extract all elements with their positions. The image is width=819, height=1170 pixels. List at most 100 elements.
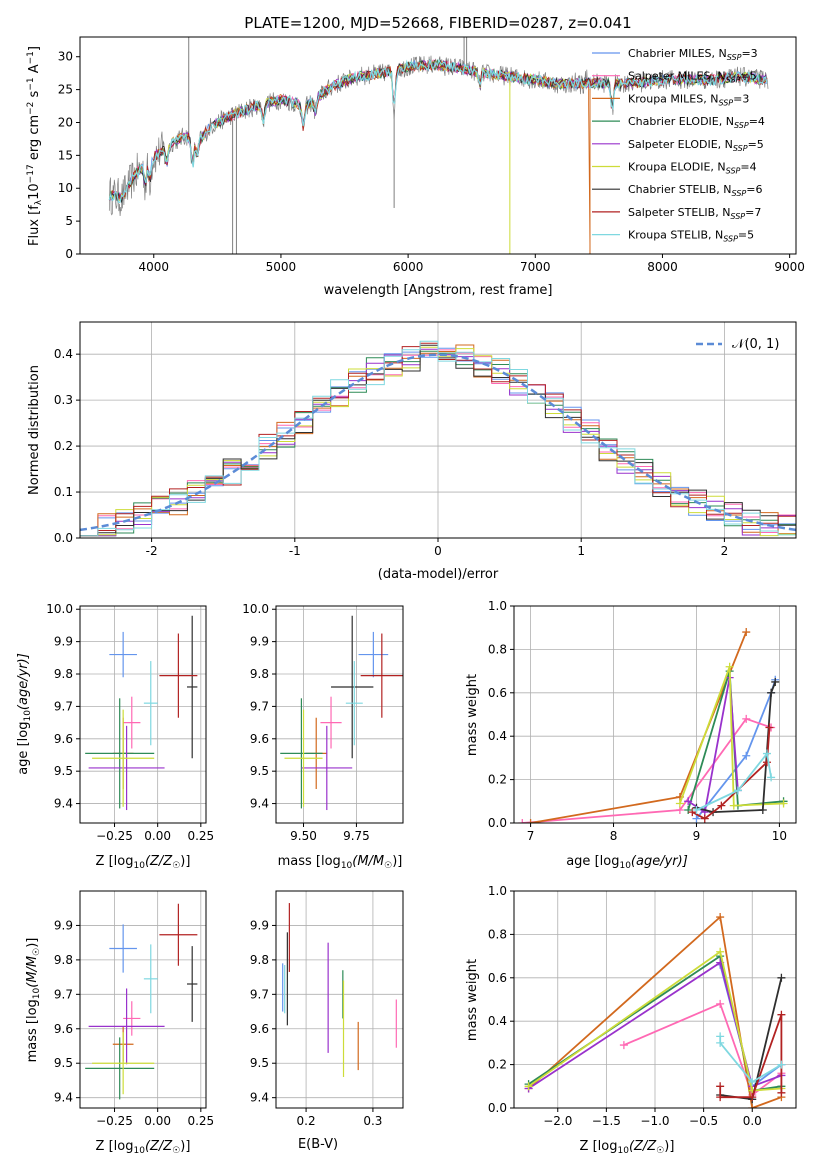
legend-label: Kroupa ELODIE, NSSP=4 — [628, 161, 757, 176]
x-tick-label: 0.00 — [144, 1114, 171, 1128]
legend-label: Salpeter STELIB, NSSP=7 — [628, 206, 761, 221]
ebv-panel: 0.2 0.3 9.4 9.5 9.6 9.7 9.8 9.9 E(B-V) — [250, 890, 404, 1152]
spectrum-legend: Chabrier MILES, NSSP=3 Salpeter MILES, NS… — [592, 47, 765, 244]
y-tick-label: 9.5 — [250, 764, 269, 778]
y-tick-label: 0.0 — [488, 816, 507, 830]
x-tick-label: 0.2 — [297, 1114, 316, 1128]
mass-weight-marker — [777, 1010, 786, 1019]
y-tick-label: 9.6 — [250, 1022, 269, 1036]
mass-weight-marker — [758, 805, 767, 814]
mass-weight-marker — [742, 714, 751, 723]
y-tick-label: 0.6 — [488, 686, 507, 700]
mass-weight-marker — [524, 1082, 533, 1091]
x-tick-label: 0.00 — [144, 829, 171, 843]
x-tick-label: −2.0 — [543, 1114, 572, 1128]
mass-weight-marker — [675, 799, 684, 808]
x-tick-label: 9.50 — [290, 829, 317, 843]
residual-xlabel: (data-model)/error — [378, 567, 499, 582]
mass-weight-marker — [688, 808, 697, 817]
mass-weight-marker — [729, 801, 738, 810]
mass-weight-marker — [684, 797, 693, 806]
x-tick-label: 8 — [610, 829, 618, 843]
mass-weight-line — [679, 666, 784, 807]
mass-weight-vs-z-ylabel: mass weight — [465, 959, 480, 1041]
legend-label: Kroupa MILES, NSSP=3 — [628, 92, 749, 107]
x-tick-label: 10 — [772, 829, 787, 843]
y-tick-label: 0.1 — [54, 485, 73, 499]
y-tick-label: 1.0 — [488, 884, 507, 898]
mass-weight-marker — [779, 799, 788, 808]
axes-frame — [275, 605, 404, 824]
mass-weight-marker — [767, 773, 776, 782]
mass-weight-marker — [716, 1093, 725, 1102]
x-tick-label: 7000 — [520, 260, 551, 274]
mass-weight-line — [623, 1002, 782, 1097]
x-tick-label: 0.3 — [363, 1114, 382, 1128]
legend-label: Salpeter MILES, NSSP=5 — [628, 70, 757, 85]
ebv-xlabel: E(B-V) — [298, 1137, 338, 1152]
legend-label: Chabrier STELIB, NSSP=6 — [628, 183, 762, 198]
mass-weight-marker — [700, 814, 709, 823]
x-tick-label: −0.5 — [689, 1114, 718, 1128]
mass-weight-marker — [692, 814, 701, 823]
x-tick-label: 7 — [527, 829, 535, 843]
y-tick-label: 9.6 — [250, 732, 269, 746]
y-tick-label: 9.8 — [250, 667, 269, 681]
mass-weight-marker — [716, 947, 725, 956]
age-vs-z-xlabel: Z [log10(Z/Z☉)] — [96, 854, 191, 871]
mass-weight-marker — [725, 662, 734, 671]
axes-frame — [79, 36, 797, 255]
mass-weight-marker — [518, 819, 527, 823]
axes-frame — [513, 605, 797, 824]
age-vs-z-ylabel: age [log10(age/yr)] — [16, 653, 33, 775]
mass-weight-marker — [765, 723, 774, 732]
y-tick-label: 5 — [65, 214, 73, 228]
mass-weight-marker — [684, 805, 693, 814]
mass-weight-marker — [771, 677, 780, 686]
residual-histogram — [80, 340, 796, 537]
y-tick-label: 9.8 — [250, 953, 269, 967]
mass-weight-vs-z-xlabel: Z [log10(Z/Z☉)] — [580, 1139, 675, 1156]
age-vs-mass-panel: 9.50 9.75 9.4 9.5 9.6 9.7 9.8 9.9 10.0 mass [log… — [242, 602, 404, 871]
mass-weight-vs-age-panel: 7 8 9 10 0.0 0.2 0.4 0.6 0.8 1.0 age [log10(age/y… — [465, 599, 797, 871]
x-tick-label: 4000 — [138, 260, 169, 274]
y-tick-label: 0.4 — [54, 347, 73, 361]
mass-weight-marker — [692, 805, 701, 814]
y-tick-label: 9.4 — [54, 797, 73, 811]
y-tick-label: 0.8 — [488, 927, 507, 941]
residual-panel: -2 -1 0 1 2 0.0 0.1 0.2 0.3 0.4 (data-model)/erro… — [27, 321, 797, 582]
y-tick-label: 15 — [58, 148, 73, 162]
mass-weight-marker — [762, 749, 771, 758]
legend-label: Salpeter ELODIE, NSSP=5 — [628, 138, 764, 153]
gauss-curve — [80, 353, 796, 532]
residual-legend: 𝒩(0, 1) — [696, 337, 779, 352]
y-tick-label: 0.2 — [488, 773, 507, 787]
y-tick-label: 10.0 — [242, 602, 269, 616]
x-tick-label: 9 — [693, 829, 701, 843]
mass-weight-marker — [748, 1104, 757, 1108]
y-tick-label: 9.6 — [54, 1022, 73, 1036]
x-tick-label: 0 — [434, 544, 442, 558]
y-tick-label: 9.9 — [54, 918, 73, 932]
mass-weight-marker — [777, 973, 786, 982]
y-tick-label: 9.9 — [250, 918, 269, 932]
y-tick-label: 30 — [58, 50, 73, 64]
mass-vs-z-xlabel: Z [log10(Z/Z☉)] — [96, 1139, 191, 1156]
mass-weight-marker — [717, 801, 726, 810]
x-tick-label: 6000 — [393, 260, 424, 274]
y-tick-label: 9.4 — [54, 1091, 73, 1105]
mass-weight-line — [696, 751, 772, 811]
model-line — [108, 58, 768, 204]
x-tick-label: 9.75 — [343, 829, 370, 843]
mass-weight-marker — [767, 688, 776, 697]
x-tick-label: 0.0 — [743, 1114, 762, 1128]
y-tick-label: 0.3 — [54, 393, 73, 407]
y-tick-label: 0.2 — [488, 1058, 507, 1072]
y-tick-label: 0.0 — [54, 531, 73, 545]
mass-weight-marker — [777, 1060, 786, 1069]
mass-weight-marker — [716, 999, 725, 1008]
spectrum-ylabel: Flux [fλ10−17 erg cm−2 s−1 A−1] — [26, 46, 44, 246]
x-tick-label: 9000 — [774, 260, 805, 274]
mass-weight-marker — [733, 786, 742, 795]
